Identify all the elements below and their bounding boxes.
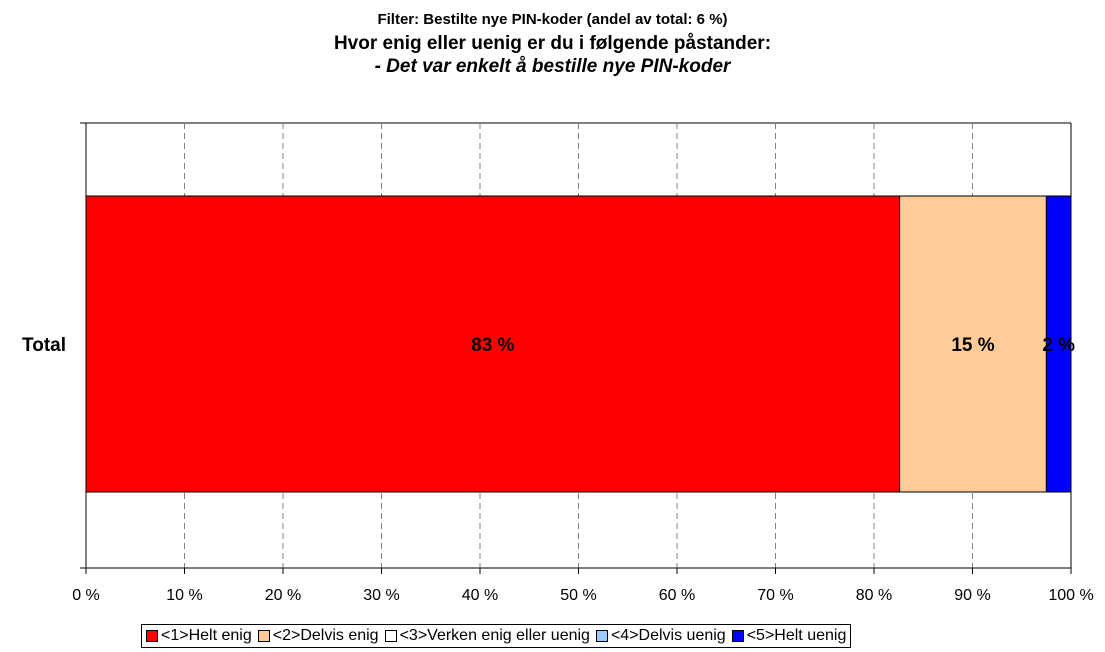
- category-label: Total: [22, 335, 66, 356]
- chart-titles: Filter: Bestilte nye PIN-koder (andel av…: [0, 10, 1105, 78]
- x-tick-label: 30 %: [363, 587, 399, 604]
- data-label-2: 15 %: [951, 335, 994, 356]
- bar-segment-2: [899, 195, 1047, 493]
- x-tick-label: 50 %: [560, 587, 596, 604]
- legend-swatch: [731, 630, 744, 642]
- legend-item: <2>Delvis enig: [257, 627, 379, 645]
- x-tick-label: 20 %: [265, 587, 301, 604]
- legend-item: <5>Helt uenig: [731, 627, 847, 645]
- legend-label: <4>Delvis uenig: [610, 627, 726, 644]
- legend-swatch: [146, 630, 158, 642]
- legend-swatch: [257, 630, 270, 642]
- legend-label: <3>Verken enig eller uenig: [399, 627, 590, 644]
- legend-item: <4>Delvis uenig: [595, 627, 726, 645]
- x-tick-label: 80 %: [856, 587, 892, 604]
- legend-item: <3>Verken enig eller uenig: [384, 627, 590, 645]
- legend-swatch: [384, 630, 397, 642]
- x-tick-label: 90 %: [954, 587, 990, 604]
- legend-label: <5>Helt uenig: [746, 627, 847, 644]
- x-tick-label: 40 %: [462, 587, 498, 604]
- legend-item: <1>Helt enig: [146, 627, 252, 645]
- legend-swatch: [595, 630, 608, 642]
- filter-text: Filter: Bestilte nye PIN-koder (andel av…: [377, 11, 728, 28]
- bar-segment-5: [1045, 195, 1072, 493]
- stacked-bar-chart: 83 % 15 % 2 % Total 0 % 10 % 20 % 30 % 40 % 50 % 6…: [22, 122, 1094, 604]
- x-tick-label: 70 %: [757, 587, 793, 604]
- chart-subtitle: - Det var enkelt å bestille nye PIN-kode…: [374, 56, 731, 77]
- chart-title: Hvor enig eller uenig er du i følgende p…: [333, 33, 772, 54]
- legend-label: <2>Delvis enig: [272, 627, 379, 644]
- x-tick-label: 60 %: [659, 587, 695, 604]
- x-tick-label: 10 %: [166, 587, 202, 604]
- x-tick-label: 100 %: [1048, 587, 1093, 604]
- x-tick-label: 0 %: [72, 587, 100, 604]
- chart-legend: <1>Helt enig <2>Delvis enig <3>Verken enig…: [141, 624, 852, 648]
- data-label-5: 2 %: [1042, 335, 1075, 356]
- bar-segment-1: [85, 195, 901, 493]
- legend-label: <1>Helt enig: [161, 627, 252, 644]
- data-label-1: 83 %: [471, 335, 514, 356]
